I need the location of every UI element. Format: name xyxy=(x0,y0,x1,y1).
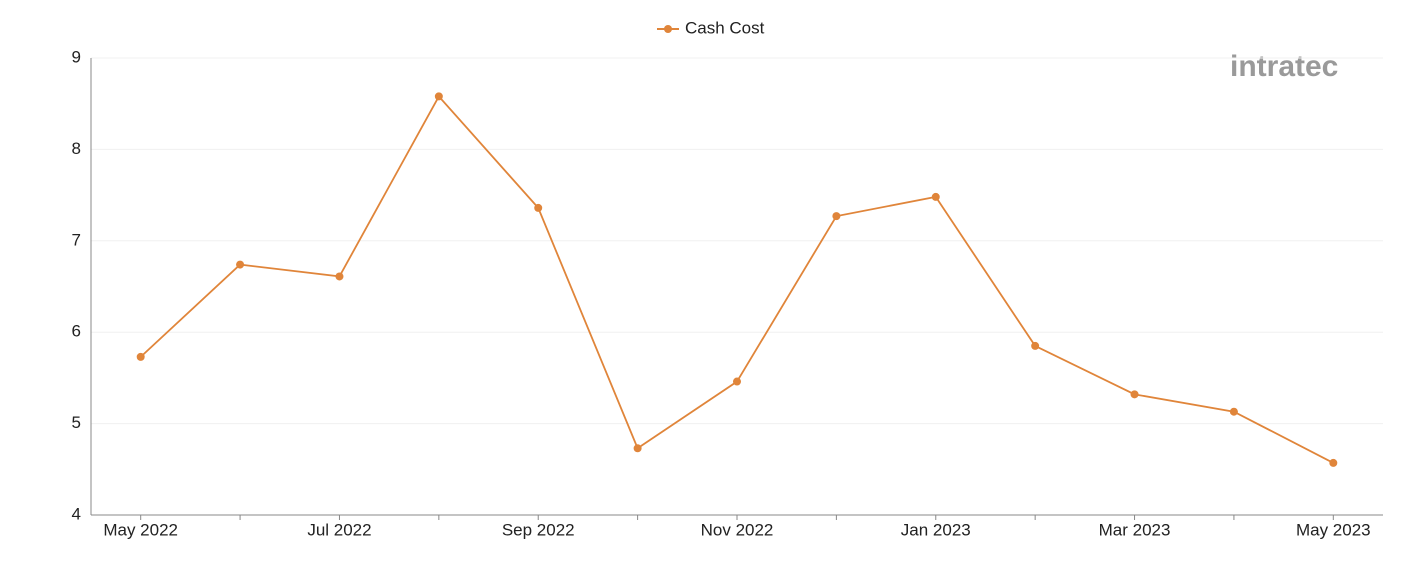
y-tick-label: 6 xyxy=(72,322,81,341)
x-tick-label: Mar 2023 xyxy=(1099,520,1171,539)
point xyxy=(1130,390,1139,399)
y-tick-label: 4 xyxy=(72,504,81,523)
y-tick-label: 5 xyxy=(72,413,81,432)
x-tick-label: Jul 2022 xyxy=(307,520,371,539)
point xyxy=(1229,407,1238,416)
series-line xyxy=(140,94,1334,464)
point xyxy=(136,352,145,361)
point xyxy=(733,377,741,386)
x-tick-label: May 2023 xyxy=(1296,520,1371,539)
point xyxy=(1031,341,1040,350)
point xyxy=(1329,458,1338,467)
legend-label: Cash Cost xyxy=(685,18,765,37)
point xyxy=(534,203,543,212)
x-tick-label: Jan 2023 xyxy=(901,520,971,539)
point xyxy=(434,92,443,101)
watermark: intratec xyxy=(1230,50,1338,83)
y-tick-label: 7 xyxy=(72,230,81,249)
point xyxy=(931,192,940,201)
point xyxy=(832,212,841,221)
x-tick-label: May 2022 xyxy=(103,520,178,539)
point xyxy=(633,444,642,453)
point xyxy=(335,272,344,281)
x-tick-label: Sep 2022 xyxy=(502,520,575,539)
point xyxy=(236,260,245,269)
y-tick-label: 9 xyxy=(72,47,81,66)
y-tick-label: 8 xyxy=(72,139,81,158)
legend-marker xyxy=(664,25,672,33)
x-tick-label: Nov 2022 xyxy=(701,520,774,539)
